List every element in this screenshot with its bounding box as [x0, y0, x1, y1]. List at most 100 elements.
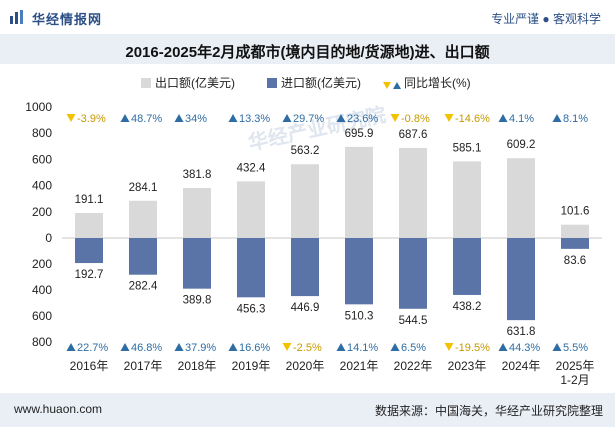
legend-growth-up-icon [393, 82, 401, 89]
x-category-label: 2017年 [124, 359, 163, 373]
import-value-label: 446.9 [291, 302, 320, 314]
export-growth-up-icon [228, 114, 238, 122]
import-value-label: 282.4 [129, 281, 158, 293]
top-bar: 华经情报网 专业严谨 ● 客观科学 [0, 0, 615, 34]
x-category-label: 2023年 [448, 359, 487, 373]
import-value-label: 83.6 [564, 255, 586, 267]
export-bar [291, 164, 319, 238]
import-value-label: 510.3 [345, 310, 374, 322]
import-growth-label: -2.5% [293, 342, 322, 354]
export-growth-label: 8.1% [563, 113, 588, 125]
export-growth-down-icon [390, 114, 400, 122]
legend-export-swatch [141, 78, 151, 88]
import-growth-up-icon [552, 343, 562, 351]
export-bar [453, 161, 481, 238]
chart-title: 2016-2025年2月成都市(境内目的地/货源地)进、出口额 [125, 44, 490, 61]
footer-url[interactable]: www.huaon.com [14, 402, 103, 416]
import-growth-down-icon [282, 343, 292, 351]
import-bar [129, 238, 157, 275]
footer-source: 数据来源：中国海关，华经产业研究院整理 [374, 404, 603, 418]
legend-export-label: 出口额(亿美元) [155, 75, 235, 90]
import-value-label: 456.3 [237, 303, 266, 315]
export-growth-up-icon [120, 114, 130, 122]
legend-growth-label: 同比增长(%) [404, 76, 471, 90]
y-tick-label: 800 [32, 335, 52, 349]
export-growth-up-icon [336, 114, 346, 122]
export-bar [183, 187, 211, 238]
y-tick-label: 0 [45, 231, 52, 245]
y-tick-label: 200 [32, 257, 52, 271]
import-growth-label: 22.7% [77, 342, 108, 354]
import-bar [183, 238, 211, 289]
export-growth-label: -14.6% [455, 113, 490, 125]
import-bar [345, 238, 373, 305]
export-growth-label: -3.9% [77, 113, 106, 125]
import-value-label: 544.5 [399, 315, 428, 327]
y-tick-label: 400 [32, 283, 52, 297]
export-value-label: 284.1 [129, 182, 158, 194]
export-value-label: 191.1 [75, 194, 104, 206]
import-growth-up-icon [174, 343, 184, 351]
y-tick-label: 800 [32, 126, 52, 140]
import-bar [399, 238, 427, 309]
export-growth-label: 29.7% [293, 113, 324, 125]
import-growth-up-icon [228, 343, 238, 351]
export-value-label: 609.2 [507, 139, 536, 151]
export-bar [399, 147, 427, 238]
import-growth-label: 14.1% [347, 342, 378, 354]
export-bar [345, 146, 373, 238]
export-growth-label: 4.1% [509, 113, 534, 125]
import-growth-label: 5.5% [563, 342, 588, 354]
x-category-label: 2020年 [286, 359, 325, 373]
export-bar [75, 212, 103, 238]
logo-icon [10, 10, 23, 24]
export-value-label: 695.9 [345, 128, 374, 140]
import-value-label: 192.7 [75, 269, 104, 281]
export-value-label: 432.4 [237, 162, 266, 174]
export-growth-down-icon [444, 114, 454, 122]
import-bar [237, 238, 265, 298]
import-bar [453, 238, 481, 295]
export-growth-up-icon [498, 114, 508, 122]
import-growth-label: 6.5% [401, 342, 426, 354]
export-growth-label: 13.3% [239, 113, 270, 125]
y-tick-label: 400 [32, 179, 52, 193]
slogan: 专业严谨 ● 客观科学 [491, 12, 601, 26]
y-tick-label: 1000 [25, 100, 52, 114]
export-bar [561, 224, 589, 238]
export-bar [507, 158, 535, 238]
legend-growth-down-icon [383, 82, 391, 89]
export-value-label: 687.6 [399, 129, 428, 141]
legend-import-label: 进口额(亿美元) [281, 75, 361, 90]
x-category-label: 2022年 [394, 359, 433, 373]
x-category-label: 2025年 [556, 359, 595, 373]
y-tick-label: 600 [32, 309, 52, 323]
y-tick-label: 200 [32, 205, 52, 219]
export-growth-up-icon [552, 114, 562, 122]
brand-name[interactable]: 华经情报网 [32, 12, 103, 27]
export-growth-label: 48.7% [131, 113, 162, 125]
x-category-label: 2016年 [70, 359, 109, 373]
export-growth-label: -0.8% [401, 113, 430, 125]
import-growth-up-icon [390, 343, 400, 351]
export-growth-up-icon [282, 114, 292, 122]
import-growth-up-icon [336, 343, 346, 351]
export-value-label: 585.1 [453, 142, 482, 154]
export-value-label: 101.6 [561, 206, 590, 218]
export-growth-up-icon [174, 114, 184, 122]
x-category-label: 2021年 [340, 359, 379, 373]
x-category-label: 1-2月 [560, 373, 589, 387]
legend-import-swatch [267, 78, 277, 88]
x-category-label: 2019年 [232, 359, 271, 373]
footer [0, 393, 615, 427]
export-bar [237, 181, 265, 238]
import-bar [507, 238, 535, 321]
export-bar [129, 200, 157, 238]
import-growth-label: 44.3% [509, 342, 540, 354]
import-bar [75, 238, 103, 264]
x-category-label: 2024年 [502, 359, 541, 373]
title-band [0, 34, 615, 64]
import-bar [291, 238, 319, 297]
import-growth-label: 37.9% [185, 342, 216, 354]
